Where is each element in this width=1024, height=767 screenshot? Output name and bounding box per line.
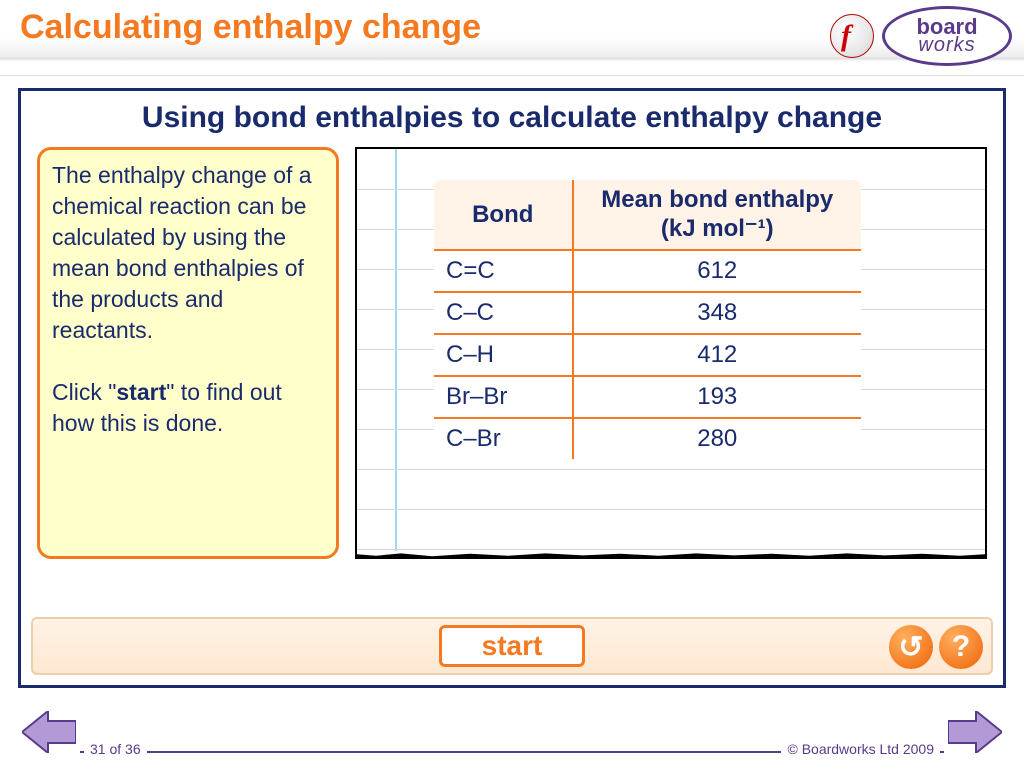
copyright-text: © Boardworks Ltd 2009	[781, 741, 940, 757]
table-row: C–C 348	[433, 292, 863, 334]
flash-icon: f	[830, 14, 874, 58]
table-row: C=C 612	[433, 250, 863, 292]
info-box: The enthalpy change of a chemical reacti…	[37, 147, 339, 559]
table-row: C–H 412	[433, 334, 863, 376]
table-header-bond: Bond	[433, 179, 573, 251]
table-row: Br–Br 193	[433, 376, 863, 418]
arrow-left-icon	[22, 711, 76, 753]
table-header-row: Bond Mean bond enthalpy (kJ mol⁻¹)	[433, 179, 863, 251]
nav-footer: 31 of 36 © Boardworks Ltd 2009	[0, 707, 1024, 767]
bond-cell: Br–Br	[433, 376, 573, 418]
next-slide-button[interactable]	[948, 711, 1002, 753]
value-cell: 612	[573, 250, 863, 292]
bond-cell: C–H	[433, 334, 573, 376]
bond-cell: C–C	[433, 292, 573, 334]
arrow-right-icon	[948, 711, 1002, 753]
value-cell: 280	[573, 418, 863, 461]
help-icon: ?	[952, 630, 970, 664]
help-button[interactable]: ?	[939, 625, 983, 669]
bond-cell: C–Br	[433, 418, 573, 461]
logo-line2: works	[918, 37, 975, 54]
boardworks-logo: board works	[882, 6, 1012, 66]
content-body: The enthalpy change of a chemical reacti…	[31, 147, 993, 559]
value-cell: 412	[573, 334, 863, 376]
reset-button[interactable]: ↺	[889, 625, 933, 669]
reset-icon: ↺	[898, 630, 923, 665]
activity-footer-bar: start ↺ ?	[31, 617, 993, 675]
bond-cell: C=C	[433, 250, 573, 292]
info-paragraph-1: The enthalpy change of a chemical reacti…	[52, 160, 324, 346]
notebook-panel: Bond Mean bond enthalpy (kJ mol⁻¹) C=C 6…	[355, 147, 987, 559]
value-cell: 193	[573, 376, 863, 418]
value-cell: 348	[573, 292, 863, 334]
prev-slide-button[interactable]	[22, 711, 76, 753]
table-header-value: Mean bond enthalpy (kJ mol⁻¹)	[573, 179, 863, 251]
header-bar: Calculating enthalpy change f board work…	[0, 0, 1024, 76]
start-button[interactable]: start	[439, 625, 586, 667]
content-title: Using bond enthalpies to calculate entha…	[31, 101, 993, 135]
bond-enthalpy-table: Bond Mean bond enthalpy (kJ mol⁻¹) C=C 6…	[431, 177, 864, 462]
content-frame: Using bond enthalpies to calculate entha…	[18, 88, 1006, 688]
info-paragraph-2: Click "start" to find out how this is do…	[52, 377, 324, 439]
pager-text: 31 of 36	[84, 741, 147, 757]
table-row: C–Br 280	[433, 418, 863, 461]
